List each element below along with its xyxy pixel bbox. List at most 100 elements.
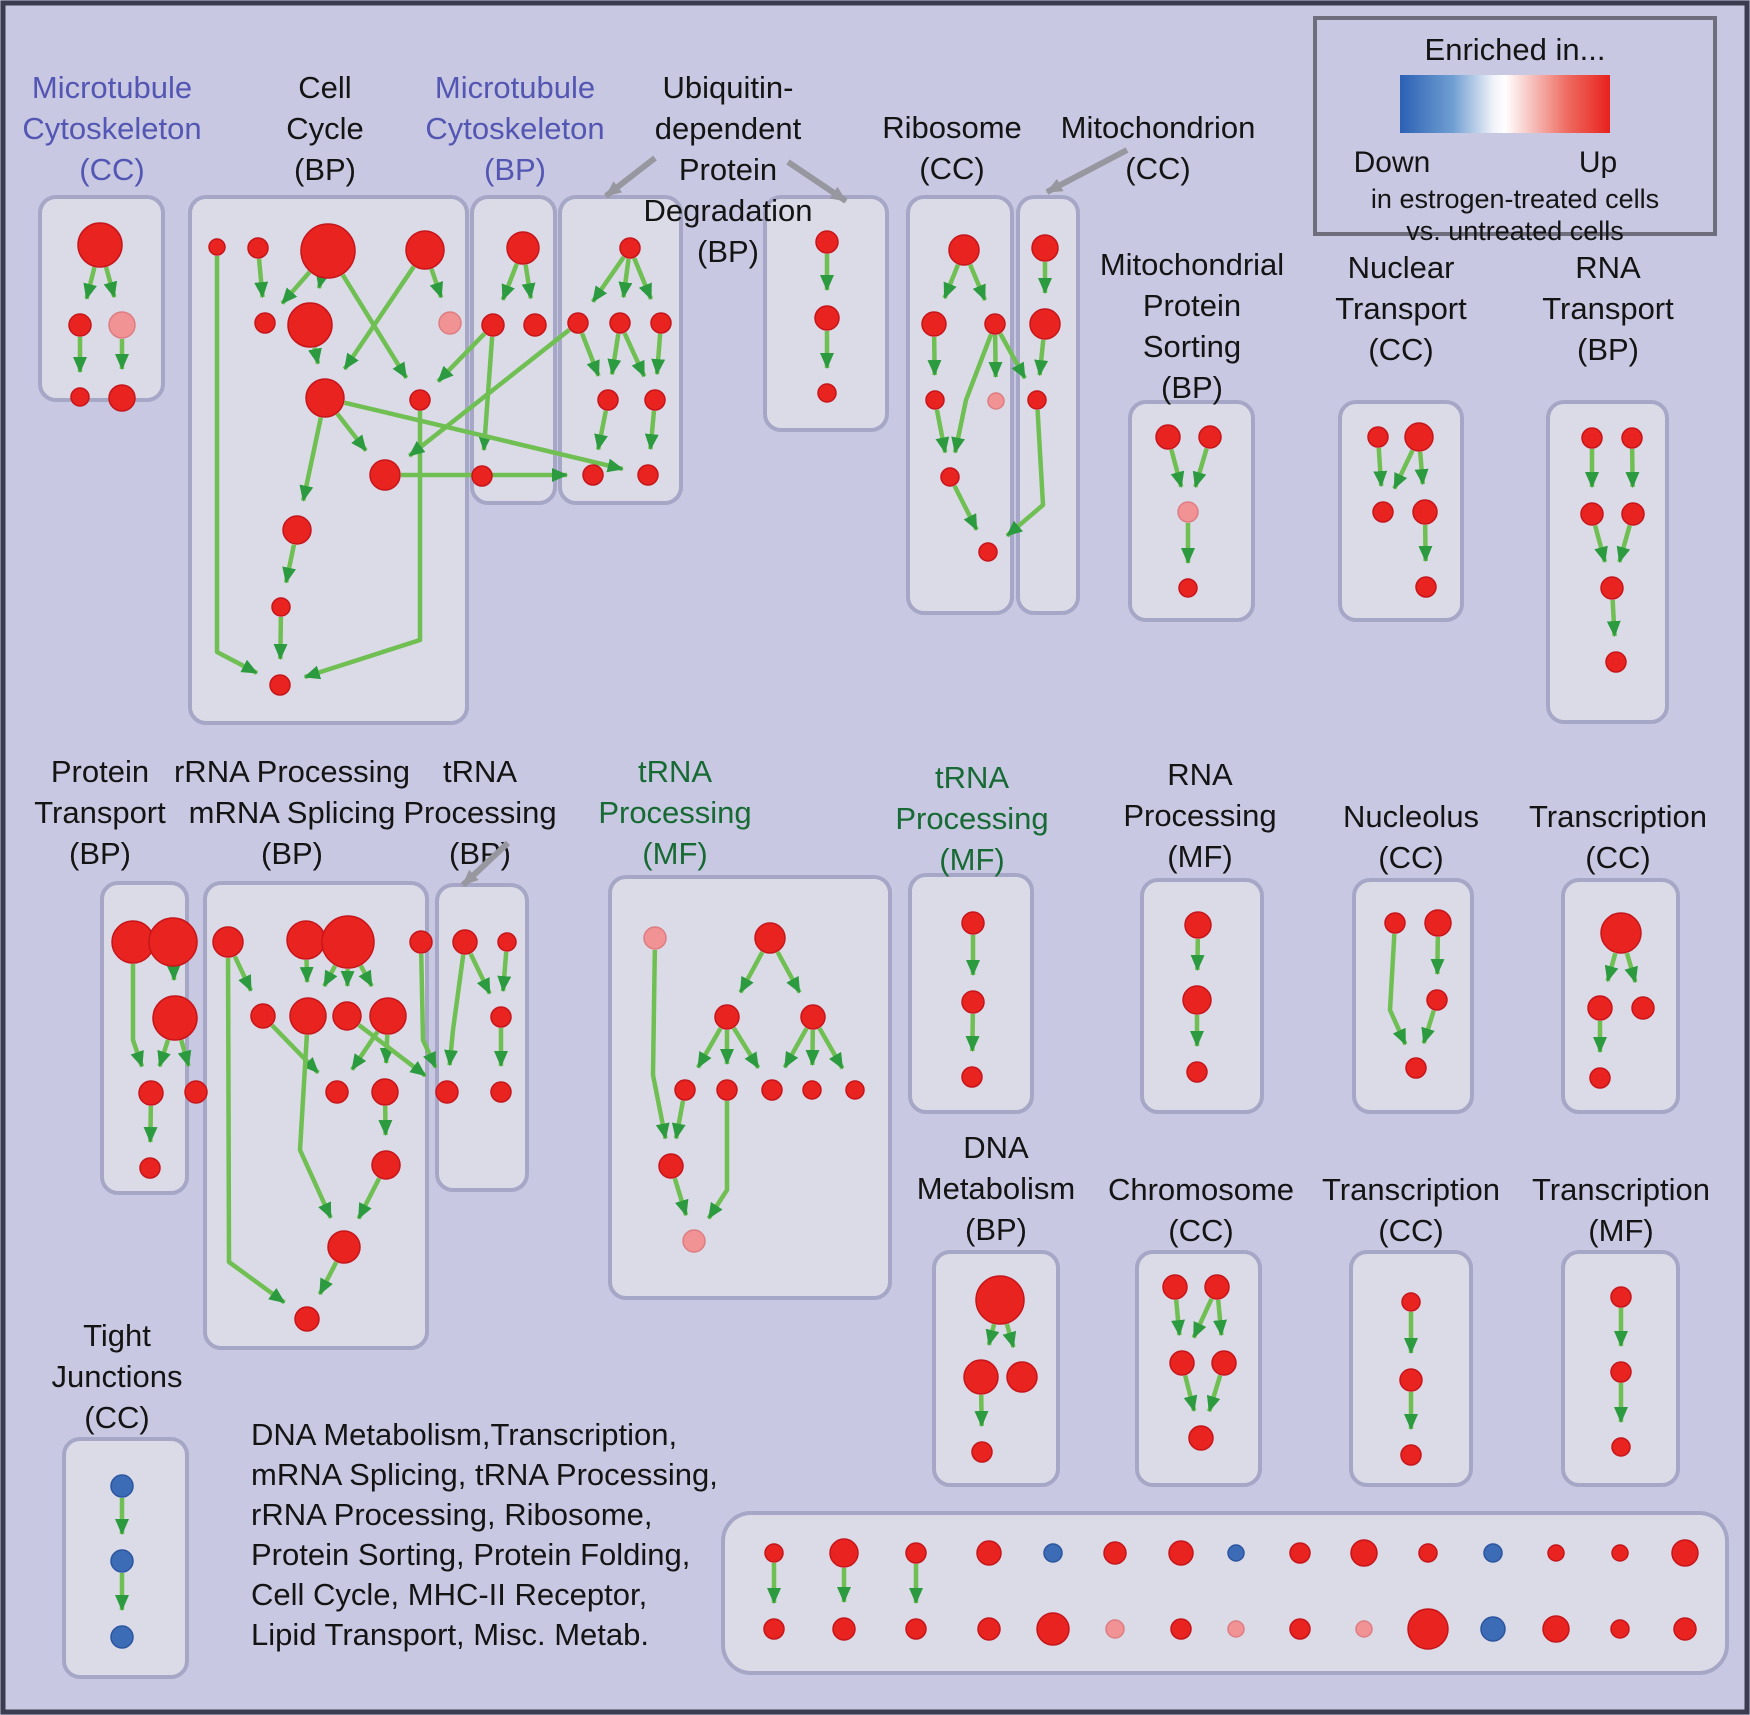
go-term-node-red (1155, 424, 1181, 450)
go-term-node-red (1405, 1057, 1427, 1079)
cluster-label-ribosome-line1: (CC) (919, 151, 984, 186)
go-term-node-red (609, 312, 631, 334)
go-term-node-blue (110, 1625, 134, 1649)
cluster-label-cell-cycle-line0: Cell (298, 70, 351, 105)
edge-arrow (1192, 447, 1209, 489)
go-term-node-red (1426, 989, 1448, 1011)
go-term-node-red (523, 313, 547, 337)
edge-arrow (650, 949, 670, 1140)
go-term-node-red (948, 234, 980, 266)
go-term-node-red (409, 930, 433, 954)
go-term-node-red (975, 1275, 1025, 1325)
cluster-label-trna-mf-large-line2: (MF) (642, 836, 707, 871)
go-term-node-red (1611, 1437, 1631, 1457)
go-term-node-red (644, 389, 666, 411)
cluster-label-rna-processing-line2: (MF) (1167, 839, 1232, 874)
edge-arrow (1191, 1297, 1214, 1339)
edge-arrow (1002, 1323, 1017, 1349)
cluster-box-rrna-mrna (203, 881, 429, 1350)
edge-arrow (985, 1323, 1000, 1346)
go-term-node-red (1168, 1540, 1194, 1566)
go-term-node-red (1178, 578, 1198, 598)
go-term-node-red (1418, 1543, 1438, 1563)
go-term-node-red (452, 929, 478, 955)
go-term-node-red (1401, 1292, 1421, 1312)
cluster-label-mito-protein-sorting-line2: Sorting (1143, 329, 1241, 364)
cluster-label-rrna-mrna-line0: rRNA Processing (174, 754, 410, 789)
cluster-label-rna-transport-line1: Transport (1542, 291, 1674, 326)
edge-arrow (782, 1027, 809, 1069)
go-term-node-red (435, 1080, 459, 1104)
annotation-arrow-icon (460, 840, 511, 888)
go-term-node-blue (110, 1474, 134, 1498)
go-term-node-red (1547, 1544, 1565, 1562)
edge-arrow (622, 332, 647, 378)
go-term-node-red (1400, 1444, 1422, 1466)
go-term-node-red (1399, 1368, 1423, 1392)
go-term-node-red (845, 1080, 865, 1100)
edge-arrow (632, 257, 654, 300)
edge-arrow (1625, 448, 1640, 489)
go-term-node-pink (108, 311, 136, 339)
cluster-label-mt-cc-line1: Cytoskeleton (22, 111, 201, 146)
edge-arrow (270, 1023, 320, 1075)
go-term-node-red (1036, 1612, 1070, 1646)
edge-arrow (672, 1177, 689, 1217)
cluster-label-trna-bp-line0: tRNA (443, 754, 517, 789)
edge-arrow (225, 957, 286, 1305)
cluster-label-nuclear-transport-line0: Nuclear (1348, 250, 1455, 285)
edge-arrow (299, 417, 324, 502)
cluster-label-protein-transport-line1: Transport (34, 795, 166, 830)
nodes-layer (68, 222, 1699, 1650)
cluster-label-mt-bp-line0: Microtubule (435, 70, 595, 105)
edge-arrow (968, 263, 988, 301)
go-term-node-red (1412, 499, 1438, 525)
cluster-label-nuclear-transport-line1: Transport (1335, 291, 1467, 326)
go-term-node-red (1289, 1542, 1311, 1564)
go-term-node-red (978, 542, 998, 562)
edge-arrow (1183, 1375, 1198, 1412)
go-term-node-red (1415, 576, 1437, 598)
go-term-node-red (815, 230, 839, 254)
edge-arrow (1169, 448, 1185, 488)
go-term-node-red (1103, 1541, 1127, 1565)
go-term-node-red (294, 1306, 320, 1332)
cluster-label-trna-mf-small-line2: (MF) (939, 842, 1004, 877)
edge-arrow (1373, 447, 1388, 488)
edge-arrow (706, 1101, 730, 1220)
go-term-node-red (963, 1359, 999, 1395)
go-term-node-red (764, 1543, 784, 1563)
edge-arrow (775, 950, 802, 994)
cluster-label-transcription-cc-1-line1: (CC) (1585, 840, 1650, 875)
misc-categories-text-line0: DNA Metabolism,Transcription, (251, 1417, 677, 1452)
annotation-arrow-icon (604, 155, 657, 199)
go-term-node-red (371, 1150, 401, 1180)
go-term-node-pink (987, 392, 1005, 410)
edge-arrow (618, 258, 633, 299)
edge-arrow (671, 1100, 686, 1140)
go-term-node-red (1600, 912, 1642, 954)
go-term-node-pink (682, 1229, 706, 1253)
edge-arrow (297, 1034, 333, 1219)
go-term-node-pink (1177, 501, 1199, 523)
go-term-node-red (1673, 1617, 1697, 1641)
go-term-node-red (138, 1080, 164, 1106)
go-term-node-red (212, 926, 244, 958)
edge-arrow (738, 950, 765, 994)
go-term-node-red (1671, 1539, 1699, 1567)
go-term-node-red (1542, 1615, 1570, 1643)
edge-arrow (1392, 449, 1415, 490)
go-term-node-red (497, 932, 517, 952)
edge-arrow (130, 964, 145, 1068)
go-term-node-red (977, 1617, 1001, 1641)
go-term-node-red (152, 995, 198, 1041)
edge-arrow (607, 333, 622, 376)
edge-arrow (315, 271, 330, 290)
edge-arrow (103, 266, 118, 299)
cluster-box-mt-bp (470, 195, 557, 505)
go-term-node-red (971, 1441, 993, 1463)
edge-arrow (280, 270, 312, 305)
edge-arrow (1034, 339, 1049, 377)
cluster-label-mitochondrion-line0: Mitochondrion (1061, 110, 1256, 145)
go-term-node-red (582, 464, 604, 486)
